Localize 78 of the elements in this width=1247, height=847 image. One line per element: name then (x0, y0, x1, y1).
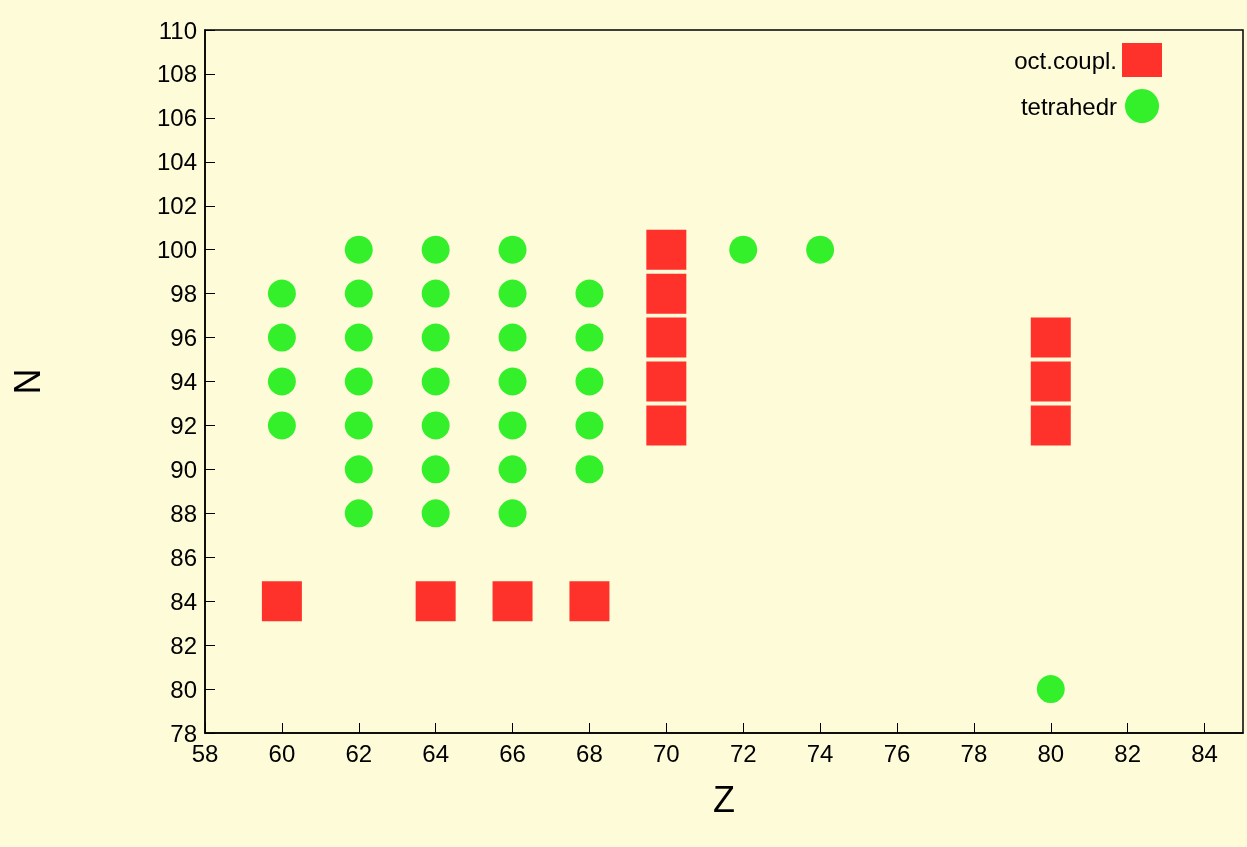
point (806, 235, 835, 264)
x-tick-label: 64 (422, 739, 450, 767)
point (344, 235, 373, 264)
point (344, 411, 373, 440)
x-tick-label: 60 (268, 739, 296, 767)
x-tick-label: 70 (652, 739, 680, 767)
point (344, 499, 373, 528)
point (575, 455, 604, 484)
point (492, 581, 533, 622)
y-tick-label: 106 (156, 104, 197, 132)
point (498, 367, 527, 396)
point (646, 361, 687, 402)
point (575, 367, 604, 396)
x-axis-title: Z (713, 778, 735, 820)
x-tick-label: 84 (1191, 739, 1218, 767)
y-tick-label: 84 (170, 587, 197, 615)
y-tick-label: 102 (156, 192, 197, 220)
y-tick-label: 90 (170, 455, 197, 483)
y-tick-label: 110 (158, 16, 197, 44)
y-tick-label: 88 (170, 499, 197, 527)
point (421, 235, 450, 264)
point (569, 581, 610, 622)
legend-label: oct.coupl. (1014, 46, 1117, 74)
y-tick-label: 100 (156, 236, 197, 264)
y-tick-label: 92 (170, 411, 197, 439)
point (575, 411, 604, 440)
point (344, 455, 373, 484)
point (498, 323, 527, 352)
point (344, 367, 373, 396)
point (498, 455, 527, 484)
x-tick-label: 82 (1114, 739, 1142, 767)
y-tick-label: 108 (156, 60, 197, 88)
x-tick-label: 74 (806, 739, 834, 767)
point (421, 279, 450, 308)
point (344, 279, 373, 308)
point (267, 279, 296, 308)
point (267, 323, 296, 352)
x-tick-label: 78 (960, 739, 988, 767)
point (646, 229, 687, 270)
x-tick-label: 68 (576, 739, 603, 767)
point (421, 323, 450, 352)
point (421, 411, 450, 440)
y-tick-label: 96 (170, 324, 197, 352)
point (575, 323, 604, 352)
point (729, 235, 758, 264)
point (421, 499, 450, 528)
point (415, 581, 456, 622)
point (1036, 675, 1065, 704)
y-tick-label: 98 (170, 280, 197, 308)
x-tick-label: 62 (345, 739, 373, 767)
y-tick-label: 94 (170, 368, 197, 395)
point (575, 279, 604, 308)
point (261, 581, 302, 622)
point (344, 323, 373, 352)
point (1030, 361, 1071, 402)
point (421, 367, 450, 396)
point (646, 317, 687, 358)
point (646, 273, 687, 314)
point (646, 405, 687, 446)
y-tick-label: 104 (156, 148, 197, 176)
y-tick-label: 86 (170, 543, 197, 571)
legend-label: tetrahedr (1020, 92, 1117, 120)
point (498, 235, 527, 264)
x-tick-label: 80 (1037, 739, 1065, 767)
point (421, 455, 450, 484)
x-tick-label: 72 (729, 739, 757, 767)
y-axis-title: N (6, 368, 48, 395)
point (1030, 317, 1071, 358)
point (498, 499, 527, 528)
x-tick-label: 66 (499, 739, 526, 767)
x-tick-label: 76 (883, 739, 911, 767)
point (1030, 405, 1071, 446)
y-tick-label: 80 (170, 675, 197, 703)
y-tick-label: 82 (170, 631, 197, 659)
point (267, 411, 296, 440)
point (498, 279, 527, 308)
point (498, 411, 527, 440)
point (267, 367, 296, 396)
